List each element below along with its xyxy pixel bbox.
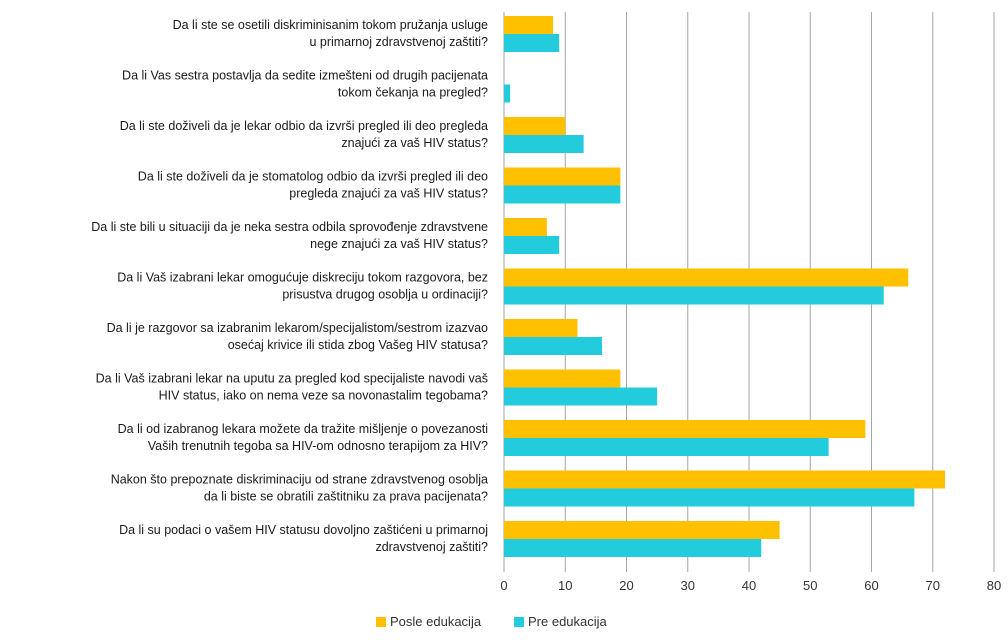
category-label-line: Da li ste doživeli da je lekar odbio da …	[120, 119, 488, 133]
category-label-line: pregleda znajući za vaš HIV status?	[289, 187, 488, 201]
bar-pre-5	[504, 286, 884, 305]
x-tick-label: 70	[926, 578, 940, 593]
bar-posle-10	[504, 521, 780, 539]
category-label-line: Da li ste se osetili diskriminisanim tok…	[173, 18, 488, 32]
x-tick-label: 30	[681, 578, 695, 593]
category-label-line: Da li ste doživeli da je stomatolog odbi…	[138, 170, 488, 184]
category-label: Da li Vaš izabrani lekar omogućuje diskr…	[117, 271, 488, 302]
bar-posle-3	[504, 167, 621, 186]
bar-posle-5	[504, 268, 909, 287]
legend: Posle edukacija Pre edukacija	[376, 614, 608, 629]
category-label: Da li ste se osetili diskriminisanim tok…	[173, 18, 488, 49]
bar-pre-4	[504, 236, 560, 254]
category-label-line: zdravstvenoj zaštiti?	[375, 540, 488, 554]
bar-pre-6	[504, 337, 602, 355]
category-label: Da li su podaci o vašem HIV statusu dovo…	[119, 523, 488, 554]
x-tick-label: 10	[558, 578, 572, 593]
x-tick-label: 0	[500, 578, 507, 593]
bar-posle-2	[504, 117, 566, 135]
category-label-line: HIV status, iako on nema veze sa novonas…	[159, 389, 488, 403]
category-label-line: osećaj krivice ili stida zbog Vašeg HIV …	[228, 338, 488, 352]
bar-pre-0	[504, 34, 560, 52]
category-label-line: znajući za vaš HIV status?	[341, 136, 488, 150]
category-label: Da li Vaš izabrani lekar na uputu za pre…	[96, 372, 488, 403]
bar-posle-6	[504, 319, 578, 337]
bar-posle-9	[504, 470, 945, 489]
category-label: Da li ste bili u situaciji da je neka se…	[91, 220, 488, 251]
x-tick-label: 50	[803, 578, 817, 593]
category-label: Da li ste doživeli da je stomatolog odbi…	[138, 170, 488, 201]
x-tick-label: 80	[987, 578, 1001, 593]
x-axis-ticks: 0 10 20 30 40 50 60 70 80	[500, 578, 1001, 593]
category-label-line: Da li Vas sestra postavlja da sedite izm…	[122, 69, 488, 83]
category-label-line: Da li Vaš izabrani lekar omogućuje diskr…	[117, 271, 488, 285]
bar-pre-3	[504, 185, 621, 204]
bars	[504, 16, 945, 557]
category-label: Da li ste doživeli da je lekar odbio da …	[120, 119, 488, 150]
legend-swatch-posle	[376, 617, 386, 627]
category-label: Nakon što prepoznate diskriminaciju od s…	[111, 473, 488, 504]
category-label: Da li je razgovor sa izabranim lekarom/s…	[107, 321, 488, 352]
bar-pre-1	[504, 84, 511, 103]
category-label-line: Da li je razgovor sa izabranim lekarom/s…	[107, 321, 488, 335]
bar-posle-8	[504, 420, 866, 438]
bar-pre-7	[504, 387, 658, 406]
category-label-line: Da li ste bili u situaciji da je neka se…	[91, 220, 488, 234]
bar-pre-2	[504, 135, 584, 153]
legend-label-posle: Posle edukacija	[390, 614, 482, 629]
x-tick-label: 40	[742, 578, 756, 593]
category-label-line: prisustva drugog osoblja u ordinaciji?	[282, 288, 488, 302]
category-label-line: Vaših trenutnih tegoba sa HIV-om odnosno…	[148, 439, 488, 453]
category-label-line: da li biste se obratili zaštitniku za pr…	[204, 490, 488, 504]
legend-label-pre: Pre edukacija	[528, 614, 608, 629]
legend-swatch-pre	[514, 617, 524, 627]
bar-pre-9	[504, 488, 915, 507]
bar-posle-4	[504, 218, 547, 236]
category-labels: Da li ste se osetili diskriminisanim tok…	[91, 18, 488, 554]
category-label-line: Da li su podaci o vašem HIV statusu dovo…	[119, 523, 488, 537]
category-label-line: Da li od izabranog lekara možete da traž…	[118, 422, 488, 436]
category-label: Da li Vas sestra postavlja da sedite izm…	[122, 69, 488, 100]
bar-posle-0	[504, 16, 553, 34]
bar-pre-8	[504, 438, 829, 456]
category-label-line: tokom čekanja na pregled?	[338, 86, 488, 100]
category-label-line: nege znajući za vaš HIV status?	[310, 237, 488, 251]
category-label-line: Nakon što prepoznate diskriminaciju od s…	[111, 473, 488, 487]
category-label-line: Da li Vaš izabrani lekar na uputu za pre…	[96, 372, 488, 386]
x-tick-label: 20	[619, 578, 633, 593]
x-tick-label: 60	[864, 578, 878, 593]
bar-pre-10	[504, 539, 762, 557]
category-label: Da li od izabranog lekara možete da traž…	[118, 422, 488, 453]
bar-posle-7	[504, 369, 621, 388]
category-label-line: u primarnoj zdravstvenoj zaštiti?	[309, 35, 488, 49]
